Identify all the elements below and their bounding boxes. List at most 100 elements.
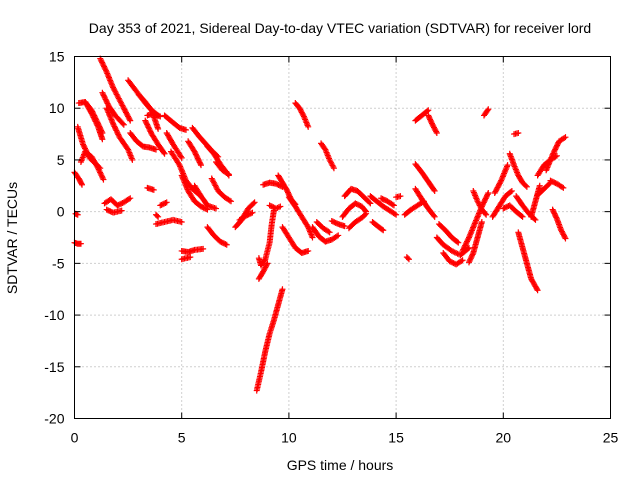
series-arc-52 — [345, 210, 370, 232]
data-point — [462, 242, 469, 249]
data-point — [561, 135, 568, 142]
data-point — [551, 147, 558, 154]
data-point — [93, 119, 100, 126]
data-point — [485, 106, 492, 113]
data-point — [335, 232, 342, 239]
data-point — [484, 107, 491, 114]
data-point — [426, 115, 433, 122]
data-point — [87, 109, 94, 116]
data-point — [126, 116, 133, 123]
data-point — [468, 254, 475, 261]
data-point — [464, 237, 471, 244]
series-arc-49 — [328, 217, 348, 230]
series-arc-16 — [142, 117, 168, 157]
data-point — [430, 186, 437, 193]
series-arc-71 — [491, 162, 511, 197]
data-point — [465, 235, 472, 242]
data-point — [223, 241, 230, 248]
data-point — [362, 211, 369, 218]
data-point — [144, 121, 151, 128]
series-arc-39 — [255, 260, 271, 282]
data-point — [146, 127, 153, 134]
data-point — [536, 182, 543, 189]
data-point — [93, 121, 100, 128]
x-tick-label: 0 — [71, 430, 79, 446]
data-point — [481, 198, 488, 205]
data-point — [326, 229, 333, 236]
data-point — [155, 125, 162, 132]
data-point — [366, 199, 373, 206]
data-point — [99, 136, 106, 143]
data-point — [178, 218, 185, 225]
series-arc-41 — [266, 202, 284, 212]
series-arc-36 — [236, 209, 256, 223]
data-point — [504, 162, 511, 169]
y-tick-label: -5 — [52, 255, 65, 271]
data-point — [523, 183, 530, 190]
data-point — [279, 286, 286, 293]
data-point — [466, 257, 473, 264]
data-point — [192, 149, 199, 156]
data-point — [150, 186, 157, 193]
data-point — [100, 62, 107, 69]
data-point — [425, 113, 432, 120]
data-point — [197, 160, 204, 167]
data-point — [552, 213, 559, 220]
series-arc-38 — [253, 286, 286, 394]
data-point — [532, 216, 539, 223]
data-point — [193, 152, 200, 159]
series-arc-64 — [440, 250, 466, 268]
series-arc-48 — [318, 140, 337, 172]
data-point — [300, 112, 307, 119]
series-arc-44 — [285, 194, 316, 241]
data-point — [80, 142, 87, 149]
data-point — [552, 146, 559, 153]
series-arc-43 — [279, 224, 312, 257]
series-arc-81 — [549, 206, 569, 242]
series-arc-34 — [213, 158, 232, 178]
plot-frame — [74, 56, 611, 419]
data-point — [81, 144, 88, 151]
data-point — [482, 195, 489, 202]
data-point — [546, 180, 553, 187]
chart-title: Day 353 of 2021, Sidereal Day-to-day VTE… — [89, 20, 591, 36]
data-point — [482, 210, 489, 217]
data-point — [101, 63, 108, 70]
data-point — [155, 213, 162, 220]
data-point — [333, 233, 340, 240]
data-point — [182, 126, 189, 133]
data-point — [480, 199, 487, 206]
series-arc-25 — [178, 172, 211, 213]
data-point — [405, 256, 412, 263]
data-point — [469, 251, 476, 258]
data-point — [549, 151, 556, 158]
data-point — [88, 110, 95, 117]
data-point — [113, 127, 120, 134]
data-point — [433, 128, 440, 135]
data-point — [553, 143, 560, 150]
series-arc-26 — [178, 245, 207, 255]
data-point — [518, 212, 525, 219]
data-point — [222, 241, 229, 248]
data-point — [146, 125, 153, 132]
data-point — [155, 112, 162, 119]
series-arc-54 — [369, 218, 387, 234]
data-point — [101, 95, 108, 102]
data-point — [99, 59, 106, 66]
data-point — [483, 194, 490, 201]
data-point — [100, 176, 107, 183]
data-point — [550, 209, 557, 216]
series-arc-01 — [71, 169, 86, 188]
data-point — [112, 124, 119, 131]
data-point — [515, 130, 522, 137]
series-arc-27 — [178, 254, 194, 263]
data-point — [192, 151, 199, 158]
data-point — [425, 112, 432, 119]
data-point — [305, 123, 312, 130]
data-point — [98, 58, 105, 65]
data-point — [77, 240, 84, 247]
data-point — [101, 93, 108, 100]
data-point — [484, 192, 491, 199]
series-arc-55 — [378, 195, 397, 209]
